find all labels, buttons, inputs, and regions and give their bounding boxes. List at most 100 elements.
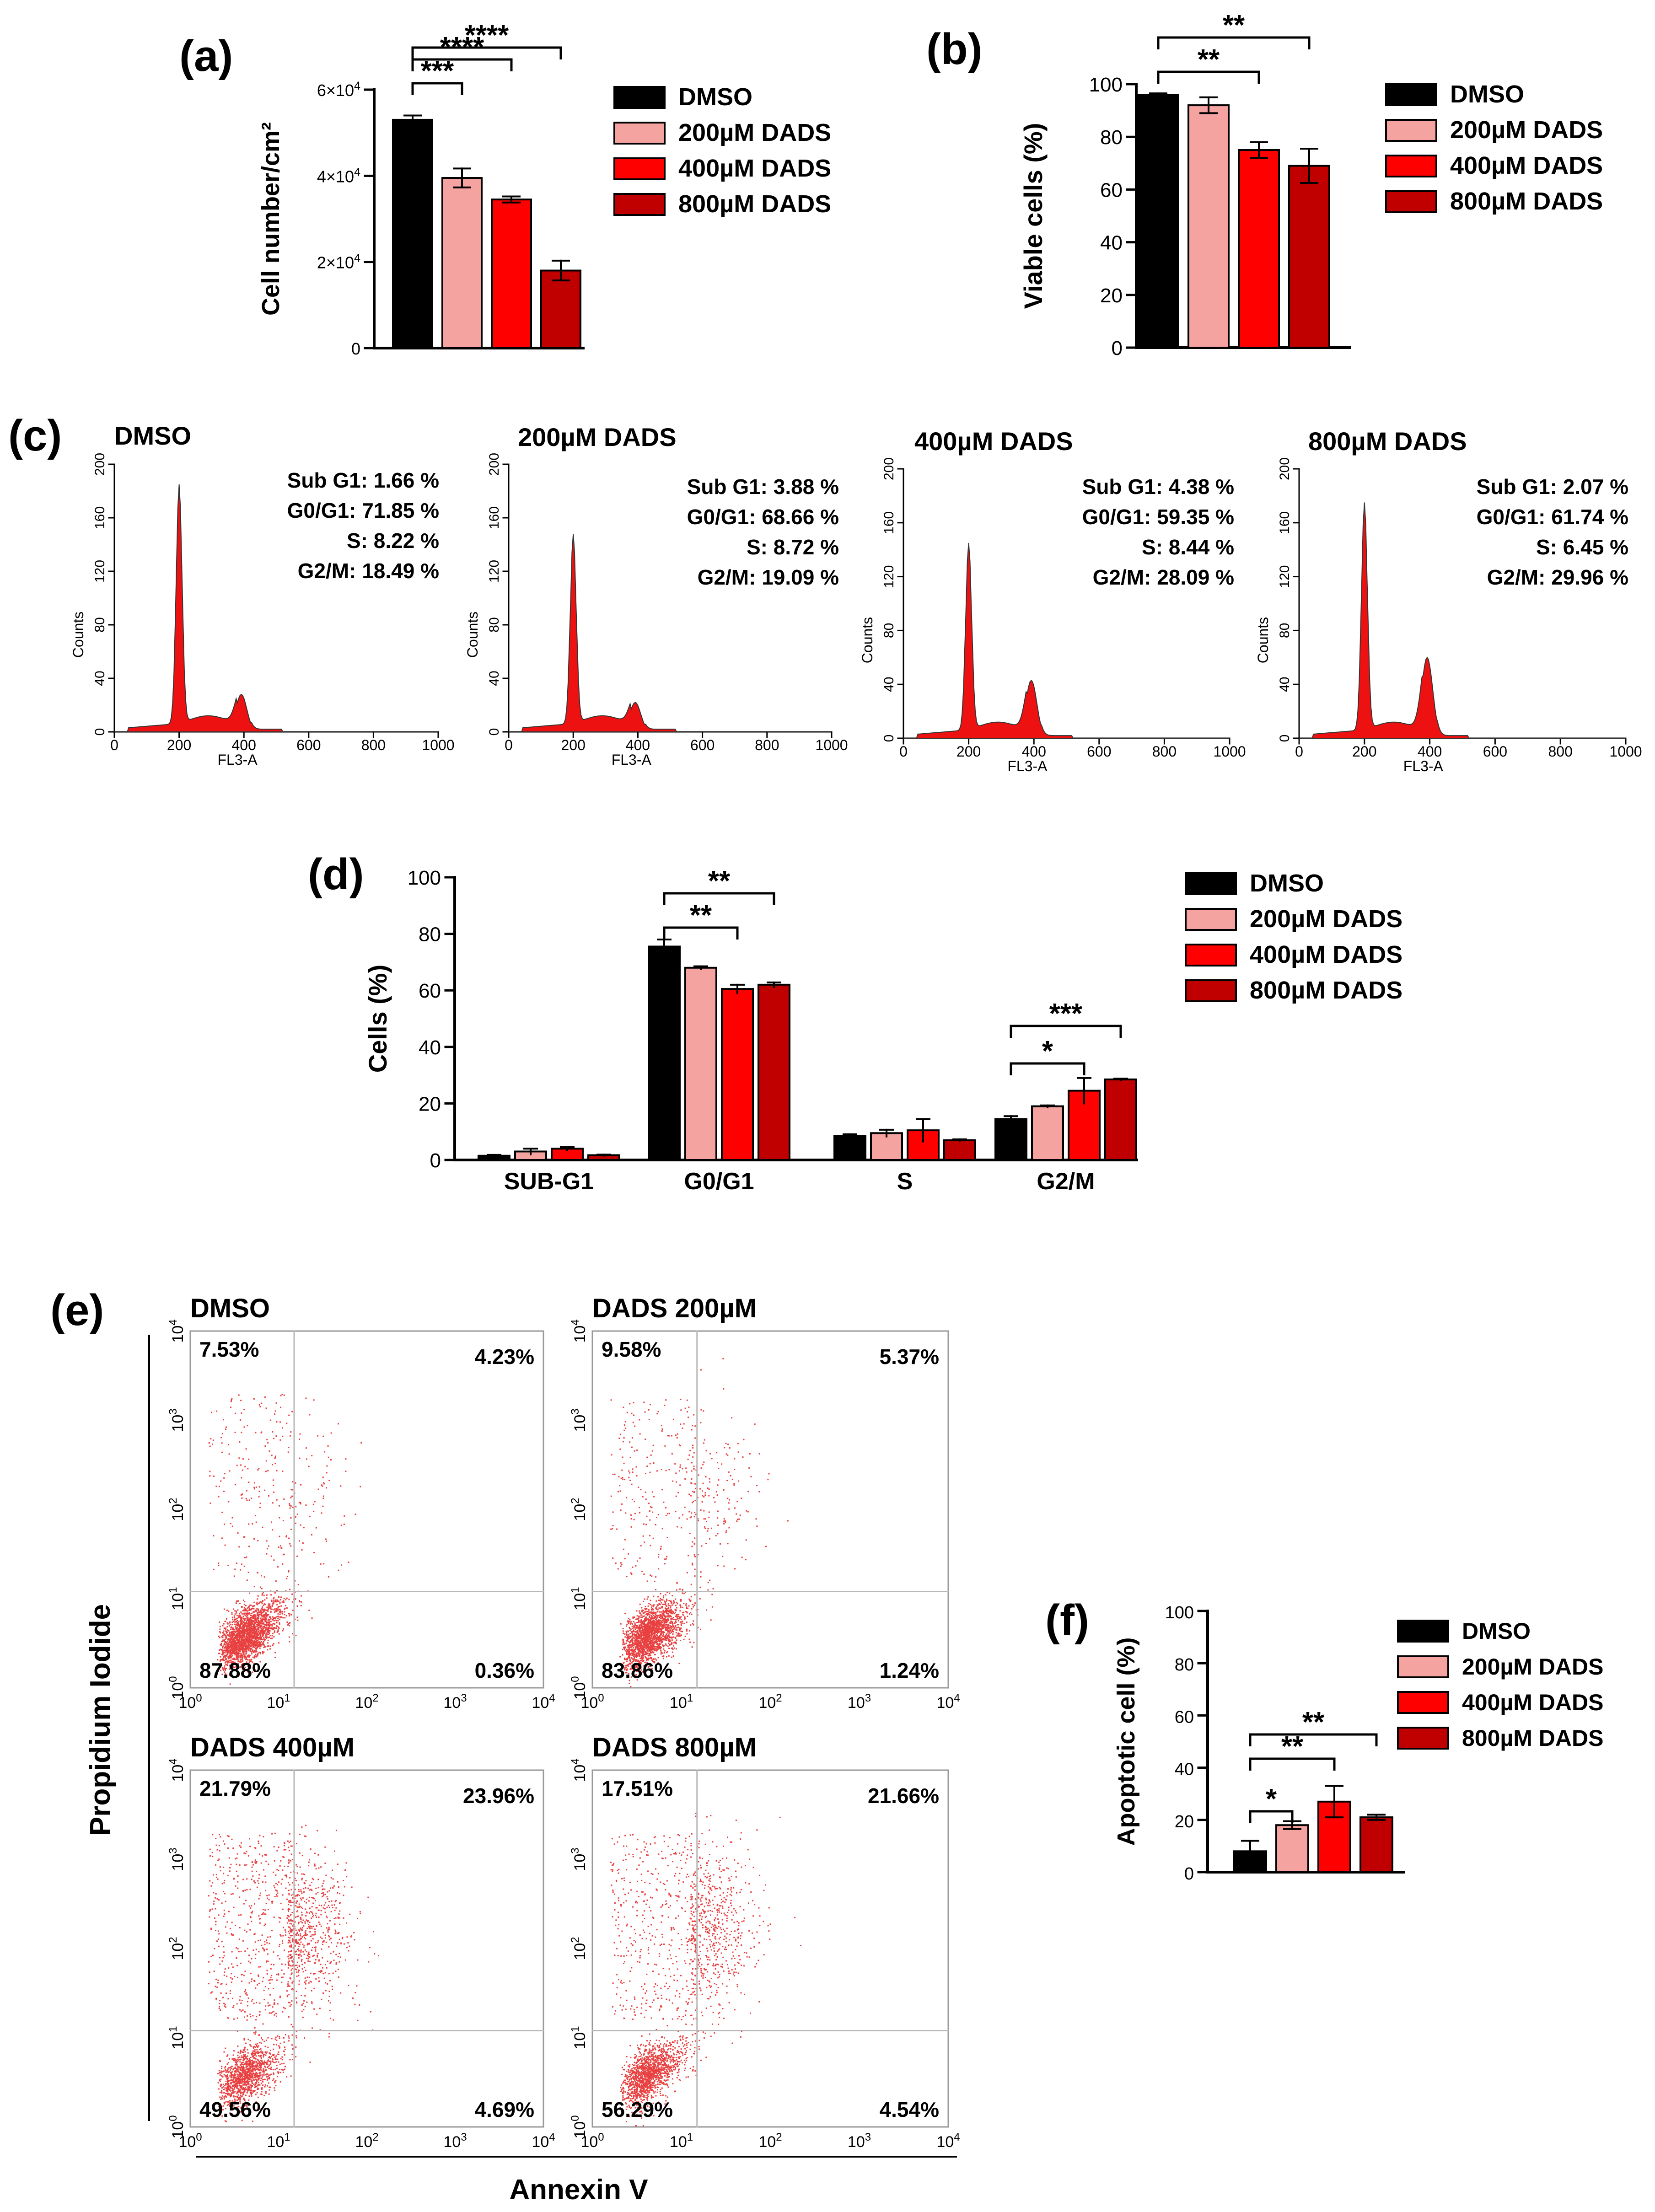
y-tick-label: 160 bbox=[92, 506, 107, 529]
bar-200-m-dads-g2-m bbox=[1031, 1105, 1064, 1161]
dot-cloud bbox=[610, 1358, 789, 1688]
panel-label: (b) bbox=[926, 25, 983, 74]
significance-bracket bbox=[1249, 1810, 1294, 1823]
x-tick-label: 104 bbox=[936, 1692, 960, 1712]
legend-label-800-m-dads: 800µM DADS bbox=[1250, 977, 1402, 1004]
y-axis-label: Viable cells (%) bbox=[1019, 123, 1048, 309]
y-tick-label: 40 bbox=[1100, 232, 1123, 254]
y-tick-label: 80 bbox=[487, 617, 502, 632]
y-tick-label: 40 bbox=[487, 671, 502, 686]
y-tick-label: 102 bbox=[569, 1937, 589, 1960]
y-tick-label: 0 bbox=[351, 339, 360, 358]
x-axis-label: FL3-A bbox=[1403, 758, 1444, 774]
y-tick-label: 20 bbox=[1175, 1812, 1194, 1831]
bar-400-m-dads bbox=[1238, 149, 1280, 349]
y-tick-label: 103 bbox=[569, 1408, 589, 1432]
y-tick-label: 101 bbox=[167, 1587, 187, 1610]
y-tick-label: 100 bbox=[408, 867, 441, 889]
legend-swatch-200-m-dads bbox=[1385, 119, 1437, 142]
histogram-area bbox=[509, 534, 832, 732]
histogram-area bbox=[114, 484, 438, 732]
x-tick-label: 1000 bbox=[422, 737, 454, 753]
y-tick-label: 120 bbox=[92, 560, 107, 583]
y-tick-label: 40 bbox=[881, 677, 897, 692]
x-category-label: S bbox=[897, 1168, 913, 1195]
quadrant-ul-percent: 7.53% bbox=[199, 1337, 259, 1361]
x-tick-label: 100 bbox=[178, 2131, 202, 2151]
panel-label: (a) bbox=[179, 32, 233, 81]
y-tick-label: 80 bbox=[881, 623, 897, 638]
y-tick-label: 103 bbox=[569, 1847, 589, 1871]
legend-label-dmso: DMSO bbox=[1450, 81, 1524, 108]
histogram-title: 400µM DADS bbox=[914, 427, 1073, 456]
quadrant-lr-percent: 1.24% bbox=[880, 1659, 939, 1682]
panel-b: (b) 0 20 40 60 80 100 Viable cells (%) **** DMSO 2… bbox=[926, 10, 1603, 360]
bar-dmso bbox=[1137, 94, 1179, 349]
y-tick-label: 0 bbox=[881, 735, 897, 742]
x-tick-label: 0 bbox=[505, 737, 513, 753]
x-axis-label: Annexin V bbox=[509, 2174, 648, 2206]
y-tick-label: 60 bbox=[1175, 1707, 1194, 1727]
cell-cycle-stat: Sub G1: 1.66 % bbox=[287, 468, 439, 492]
y-tick-label: 104 bbox=[167, 1319, 187, 1342]
x-tick-label: 400 bbox=[232, 737, 256, 753]
x-tick-label: 0 bbox=[110, 737, 118, 753]
panel-c: (c)0 200 400 600 800 100004080120160200Counts… bbox=[8, 411, 1642, 774]
y-tick-label: 20 bbox=[419, 1093, 441, 1115]
x-tick-label: 400 bbox=[1418, 743, 1442, 760]
histogram-area bbox=[1299, 502, 1626, 739]
y-tick-label: 60 bbox=[419, 980, 441, 1002]
histogram-400-m-dads: 0 200 400 600 800 1000 0 40 80 120 160 200 Counts FL3… bbox=[859, 427, 1246, 774]
dot-cloud bbox=[610, 1813, 801, 2127]
significance-label: ** bbox=[1302, 1707, 1325, 1738]
x-tick-label: 1000 bbox=[1213, 743, 1246, 760]
x-tick-label: 104 bbox=[936, 2131, 960, 2151]
x-tick-label: 600 bbox=[1087, 743, 1111, 760]
legend-swatch-800-m-dads bbox=[1397, 1727, 1449, 1750]
significance-label: ** bbox=[690, 900, 712, 931]
y-tick-label: 100 bbox=[167, 1676, 187, 1699]
y-tick-label: 102 bbox=[167, 1498, 187, 1521]
y-tick-label: 80 bbox=[1277, 623, 1292, 638]
bar-800-m-dads-s bbox=[943, 1139, 976, 1161]
cell-cycle-stat: Sub G1: 3.88 % bbox=[687, 475, 839, 499]
panel-d: (d) 0 20 40 60 80 100 Cells (%) SUB-G1 G0/G1 S G2/M… bbox=[308, 850, 1402, 1195]
quadrant-lr-percent: 4.54% bbox=[880, 2098, 939, 2121]
y-tick-label: 40 bbox=[1175, 1760, 1194, 1779]
y-tick-label: 0 bbox=[430, 1149, 441, 1172]
y-tick-label: 120 bbox=[1277, 565, 1292, 588]
y-tick-label: 200 bbox=[1277, 457, 1292, 480]
significance-bracket bbox=[663, 892, 775, 905]
x-tick-label: 102 bbox=[355, 1692, 378, 1712]
significance-bracket bbox=[1157, 70, 1260, 84]
y-tick-label: 0 bbox=[1184, 1864, 1194, 1884]
y-tick-label: 80 bbox=[92, 617, 107, 632]
panel-label: (f) bbox=[1045, 1596, 1089, 1645]
dot-cloud bbox=[208, 1825, 380, 2122]
y-axis-label: Propidium Iodide bbox=[85, 1604, 116, 1836]
legend-label-200-m-dads: 200µM DADS bbox=[678, 119, 831, 146]
y-tick-label: 100 bbox=[1165, 1603, 1194, 1622]
y-tick-label: 6×104 bbox=[317, 80, 360, 100]
quadrant-ll-percent: 87.88% bbox=[199, 1659, 271, 1682]
dot-cloud bbox=[208, 1394, 362, 1685]
histogram-title: 800µM DADS bbox=[1308, 427, 1467, 456]
bar-dmso-s bbox=[833, 1135, 866, 1161]
legend-label-400-m-dads: 400µM DADS bbox=[1462, 1690, 1603, 1715]
legend-label-400-m-dads: 400µM DADS bbox=[1250, 941, 1402, 968]
quadrant-ul-percent: 9.58% bbox=[602, 1337, 661, 1361]
x-tick-label: 101 bbox=[267, 1692, 290, 1712]
y-axis-label: Apoptotic cell (%) bbox=[1112, 1638, 1140, 1846]
x-tick-label: 100 bbox=[580, 2131, 604, 2151]
legend-swatch-800-m-dads bbox=[613, 193, 666, 216]
y-axis-label: Counts bbox=[70, 612, 86, 658]
x-tick-label: 0 bbox=[899, 743, 908, 760]
quadrant-ur-percent: 23.96% bbox=[463, 1784, 534, 1808]
x-tick-label: 800 bbox=[361, 737, 386, 753]
y-tick-label: 200 bbox=[487, 453, 502, 476]
